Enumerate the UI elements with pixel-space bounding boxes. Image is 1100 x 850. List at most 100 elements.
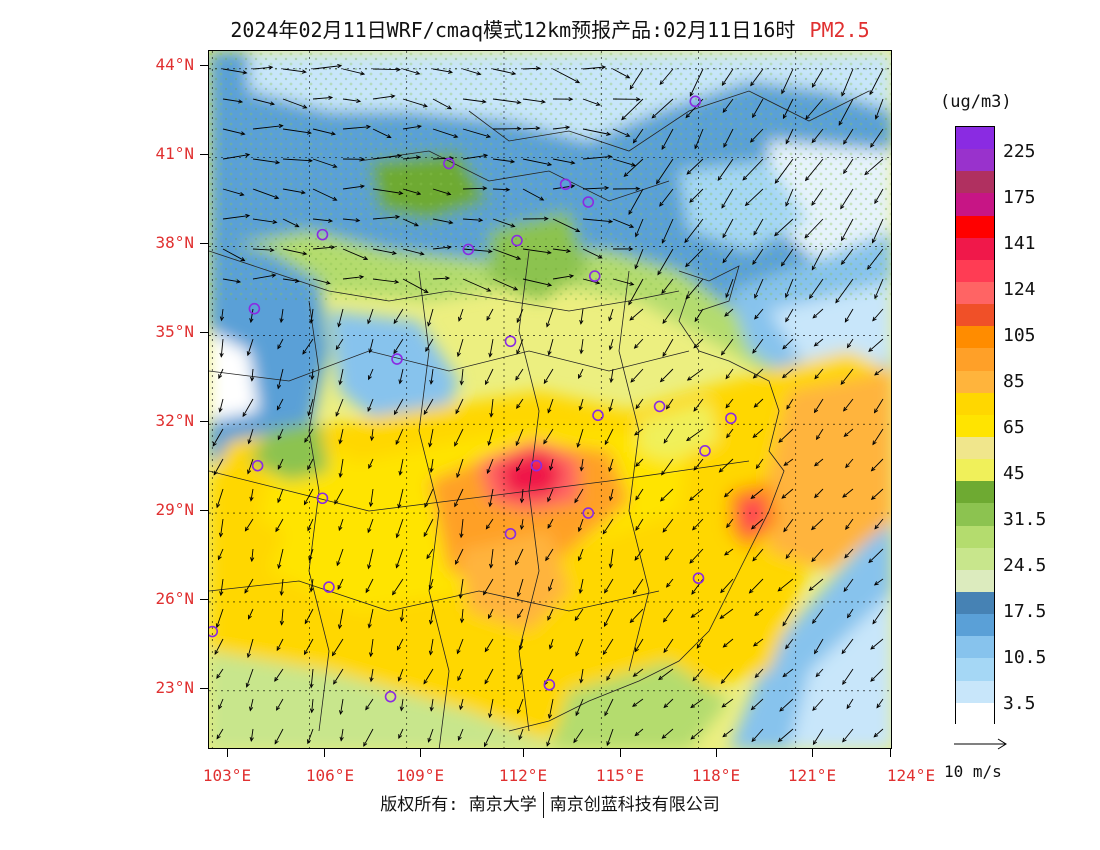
wind-arrow [634, 548, 644, 561]
city-marker[interactable] [248, 302, 261, 315]
wind-arrow [612, 246, 634, 252]
wind-arrow [367, 368, 374, 381]
wind-arrow [337, 578, 344, 590]
wind-arrow [395, 518, 404, 539]
city-marker[interactable] [316, 492, 329, 505]
city-marker[interactable] [725, 412, 737, 425]
copyright-separator [542, 792, 544, 818]
wind-arrow [549, 458, 554, 471]
city-marker[interactable] [653, 400, 666, 413]
wind-arrow [612, 68, 631, 79]
wind-arrow [864, 158, 884, 176]
wind-arrow [492, 98, 522, 105]
wind-arrow [487, 428, 494, 446]
wind-arrow [546, 308, 554, 328]
wind-arrow [754, 668, 764, 679]
city-marker[interactable] [543, 679, 556, 691]
wind-arrow [518, 728, 524, 741]
legend-units: (ug/m3) [940, 92, 1012, 112]
wind-arrow [813, 398, 824, 414]
wind-arrow [519, 488, 525, 504]
wind-arrow [459, 368, 464, 386]
lon-tick [812, 749, 813, 757]
wind-arrow [432, 218, 454, 225]
wind-arrow [522, 216, 549, 221]
wind-arrow [814, 368, 824, 380]
legend-swatch [956, 481, 994, 504]
legend-swatch [956, 569, 994, 592]
wind-arrow [814, 638, 824, 655]
wind-arrow [425, 338, 434, 353]
city-marker[interactable] [391, 353, 403, 365]
city-marker[interactable] [209, 625, 219, 638]
wind-arrow [632, 128, 644, 144]
wind-arrow [342, 248, 369, 260]
city-marker[interactable] [511, 234, 523, 247]
lat-label-44: 44°N [155, 55, 194, 74]
city-marker[interactable] [462, 243, 475, 256]
city-marker[interactable] [323, 581, 335, 593]
wind-arrow [873, 578, 884, 586]
wind-arrow [393, 308, 404, 325]
wind-arrow [552, 68, 581, 84]
city-marker[interactable] [588, 270, 601, 282]
city-marker[interactable] [592, 409, 604, 422]
city-marker[interactable] [559, 178, 572, 191]
lon-label-103: 103°E [202, 766, 252, 785]
wind-arrow [811, 128, 824, 144]
wind-arrow [462, 68, 482, 76]
wind-arrow [723, 548, 734, 556]
wind-arrow [274, 668, 284, 682]
city-marker[interactable] [530, 459, 543, 472]
wind-arrow [808, 578, 824, 591]
wind-arrow [215, 608, 224, 629]
wind-arrow [686, 428, 704, 442]
wind-arrow [628, 188, 644, 215]
wind-arrow [342, 157, 366, 162]
wind-arrow [635, 218, 644, 238]
wind-arrow [547, 398, 554, 414]
wind-arrow [633, 338, 644, 349]
wind-arrow [302, 338, 314, 355]
wind-arrow [608, 338, 614, 351]
wind-arrow [750, 488, 764, 500]
city-marker[interactable] [251, 459, 264, 472]
wind-arrow [282, 158, 314, 163]
wind-arrow [309, 308, 314, 325]
wind-arrow [397, 488, 404, 509]
lat-label-32: 32°N [155, 411, 194, 430]
wind-arrow [277, 488, 284, 504]
city-marker[interactable] [384, 690, 397, 703]
city-marker[interactable] [689, 95, 702, 108]
wind-arrow [578, 578, 584, 594]
city-marker[interactable] [443, 157, 455, 170]
wind-arrow [304, 608, 314, 625]
wind-arrow [427, 728, 434, 743]
city-marker[interactable] [504, 527, 517, 540]
wind-arrow [429, 368, 434, 385]
wind-arrow [742, 158, 764, 181]
wind-arrow [781, 368, 794, 379]
forecast-map[interactable] [208, 50, 892, 749]
wind-arrow [725, 278, 734, 299]
wind-arrow [662, 608, 674, 623]
wind-arrow [402, 124, 422, 130]
wind-arrow [725, 398, 734, 409]
city-marker[interactable] [504, 335, 517, 348]
wind-arrow [781, 68, 794, 95]
city-marker[interactable] [582, 507, 595, 519]
city-marker[interactable] [582, 196, 595, 208]
wind-arrow [692, 668, 704, 682]
city-marker[interactable] [692, 572, 705, 585]
legend-label: 105 [1003, 325, 1036, 346]
wind-arrow [483, 578, 494, 596]
wind-arrow [846, 608, 854, 619]
wind-arrow [303, 488, 314, 506]
wind-arrow [368, 638, 374, 658]
city-marker[interactable] [316, 228, 329, 241]
city-marker[interactable] [699, 445, 711, 457]
wind-arrow [843, 158, 854, 175]
wind-arrow [274, 728, 284, 745]
wind-arrow [543, 428, 554, 445]
wind-arrow [612, 186, 641, 191]
